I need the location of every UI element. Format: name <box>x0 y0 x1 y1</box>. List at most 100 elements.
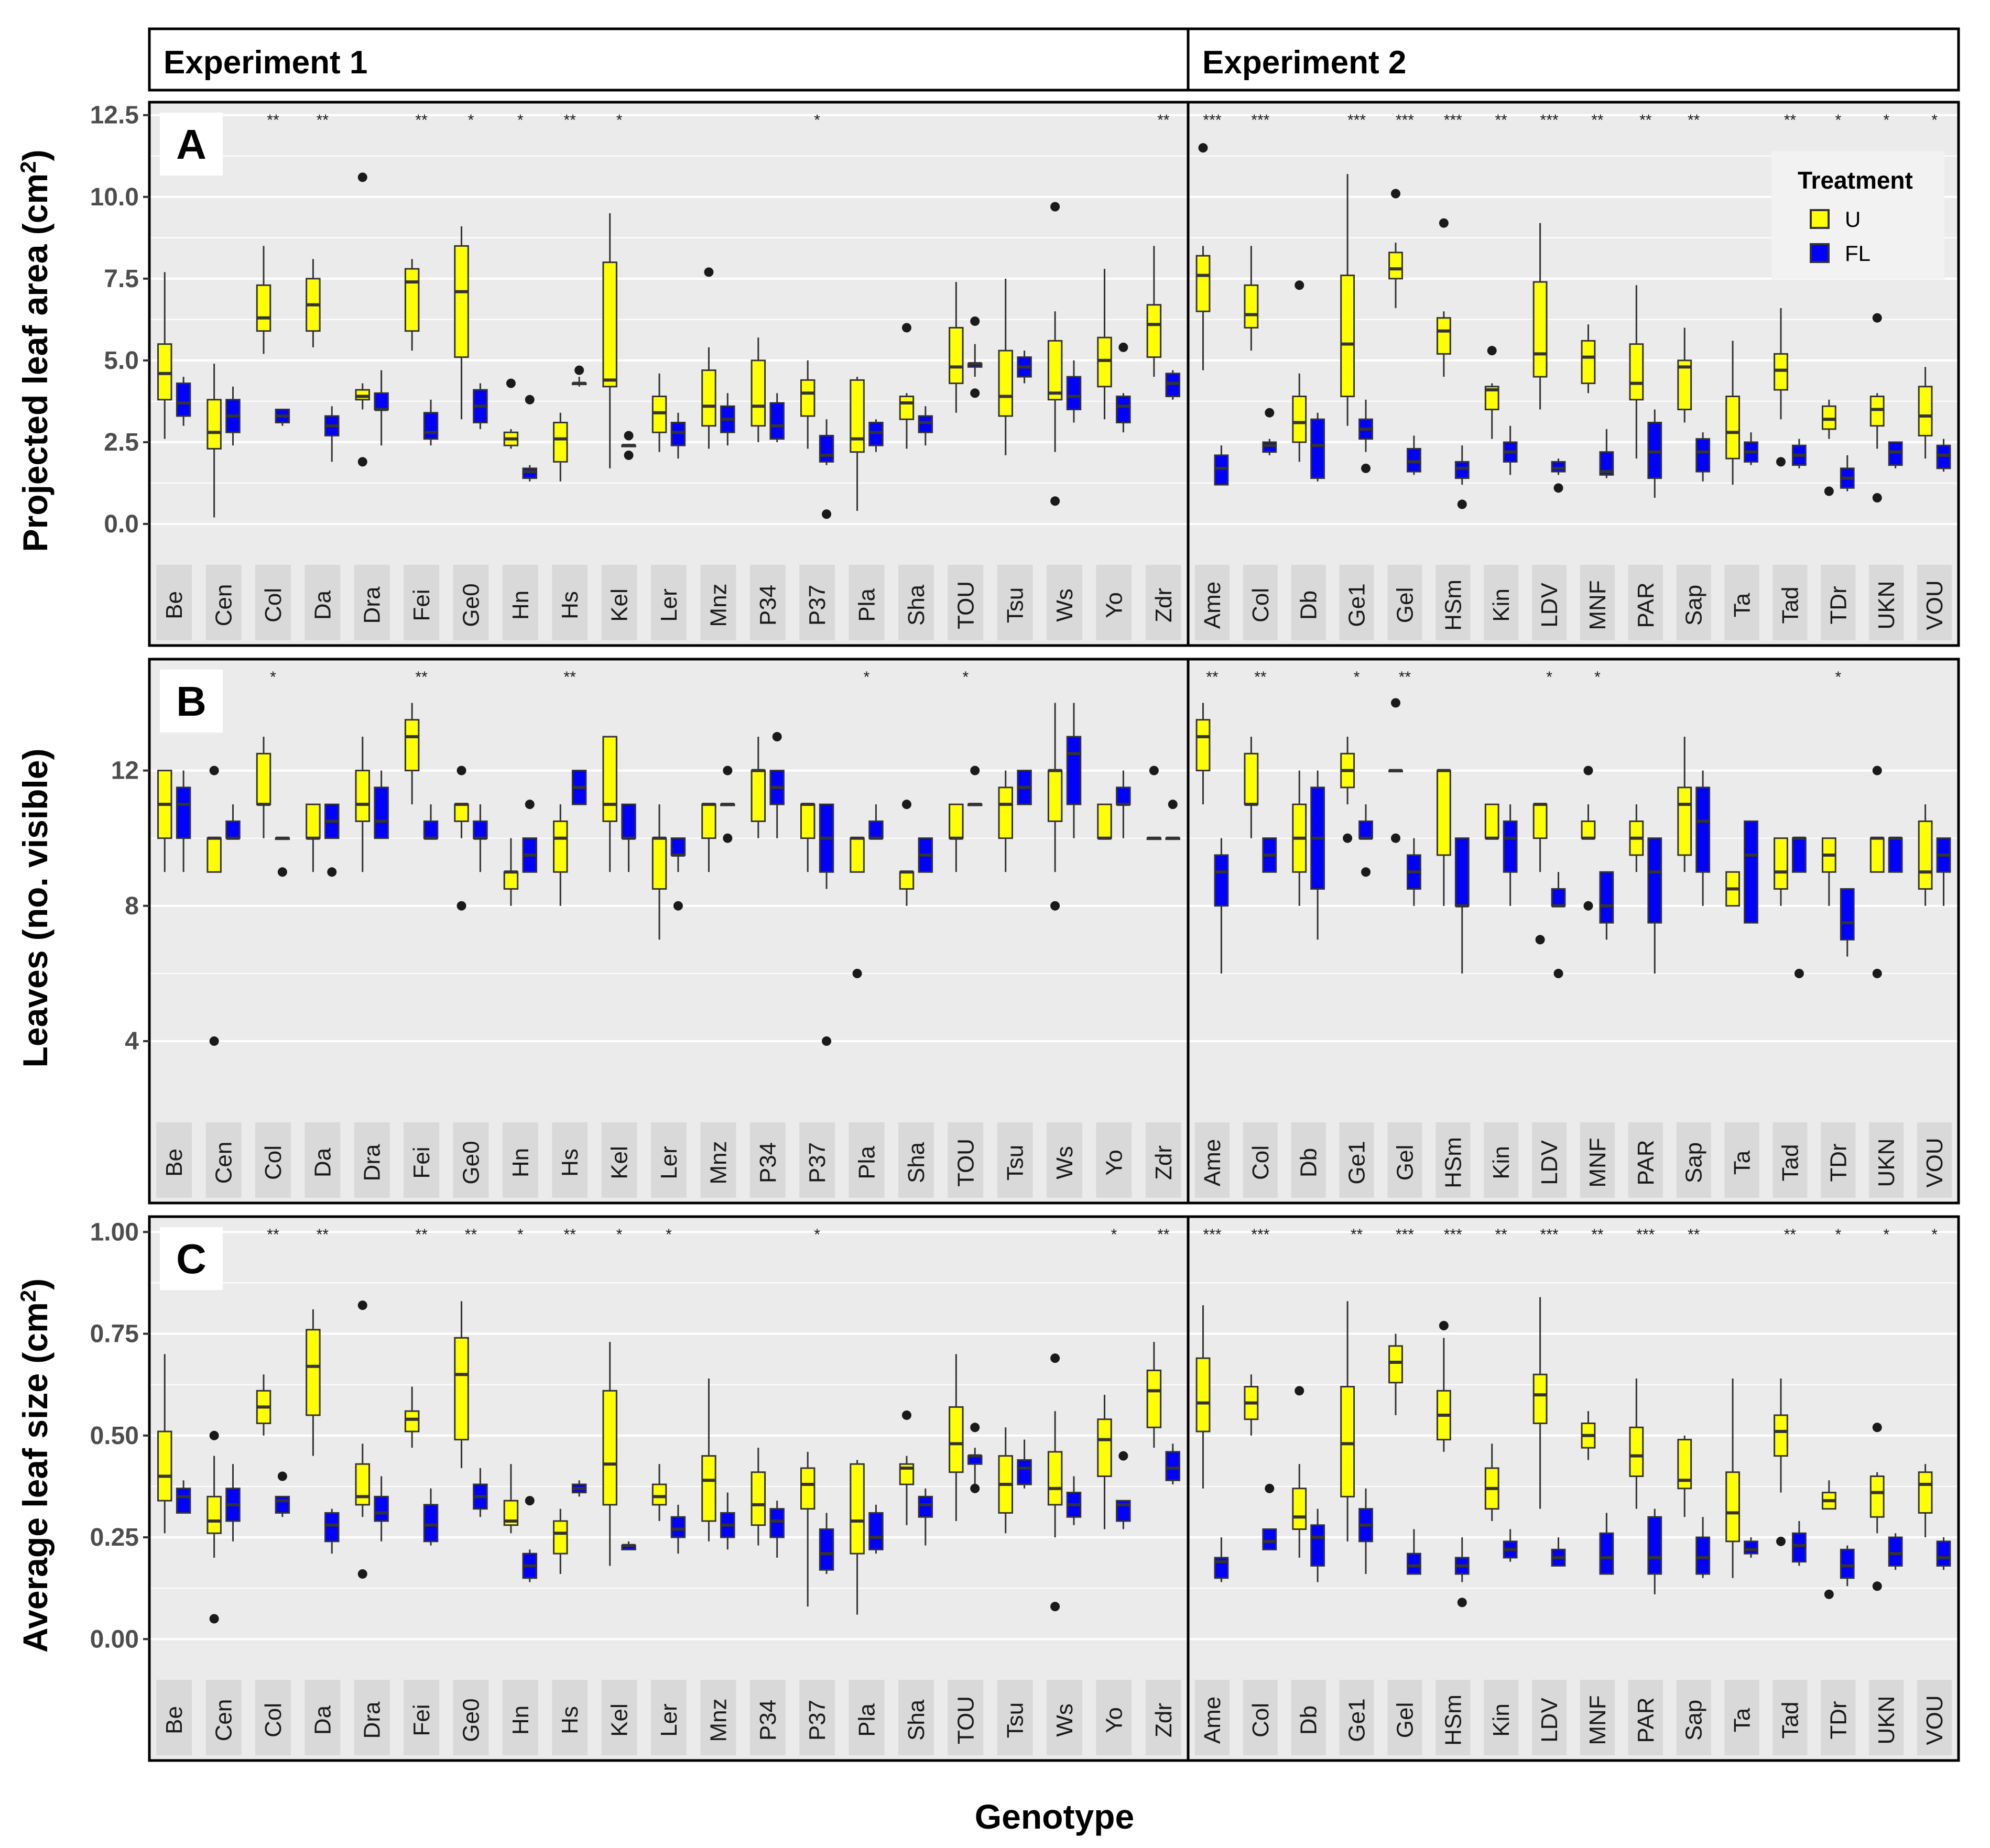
box-u <box>553 804 568 906</box>
box-body <box>306 1329 321 1416</box>
box-body <box>670 421 686 446</box>
genotype-label: Tsu <box>1003 1145 1028 1180</box>
box-fl <box>423 399 439 446</box>
box-u <box>1869 766 1885 978</box>
box-fl <box>1406 435 1421 475</box>
box-u <box>800 1451 815 1607</box>
outlier-point <box>1439 218 1449 228</box>
genotype-label: Dra <box>360 1144 385 1181</box>
genotype-label: Kin <box>1488 1703 1514 1737</box>
legend-swatch-u <box>1810 209 1830 229</box>
significance-label: ** <box>564 669 577 686</box>
box-fl <box>868 419 884 452</box>
genotype-strip <box>552 1680 588 1755</box>
genotype-label: Ta <box>1730 1150 1755 1175</box>
genotype-strip <box>1484 1122 1519 1198</box>
genotype-strip <box>1724 565 1759 640</box>
outlier-point <box>723 833 733 843</box>
box-body <box>1454 837 1470 907</box>
box-u <box>998 1427 1013 1534</box>
panel-a: Be Cen Col**Da**Dra Fei**Ge0*Hn*Hs**Kel*Ler… <box>16 101 1960 647</box>
box-body <box>1791 837 1807 873</box>
panel-letter: C <box>176 1235 206 1282</box>
y-tick-label: 0.50 <box>90 1422 139 1450</box>
genotype-group: Ge0 * <box>453 112 489 640</box>
significance-label: * <box>1931 1226 1938 1243</box>
genotype-strip <box>749 1122 786 1198</box>
genotype-strip <box>1047 1122 1083 1198</box>
box-body <box>1310 418 1325 479</box>
box-body <box>553 1520 568 1555</box>
genotype-group: Tad ** <box>1772 112 1808 640</box>
outlier-point <box>209 1036 219 1046</box>
box-fl <box>1647 837 1662 974</box>
genotype-group: Tsu <box>997 278 1033 640</box>
box-fl <box>571 770 587 805</box>
genotype-label: Kel <box>607 1146 633 1179</box>
box-body <box>423 820 439 839</box>
outlier-point <box>456 901 466 911</box>
box-u <box>1047 703 1063 911</box>
genotype-label: Sap <box>1681 1142 1707 1183</box>
genotype-strip <box>948 1122 984 1198</box>
box-fl <box>1358 1488 1373 1574</box>
box-u <box>751 737 766 838</box>
legend: Treatment U FL <box>1771 151 1944 279</box>
significance-label: ** <box>415 112 428 129</box>
genotype-group: Hn <box>502 800 538 1198</box>
box-body <box>1532 1373 1548 1424</box>
box-u <box>651 373 667 452</box>
box-body <box>651 837 667 890</box>
box-u <box>800 803 815 872</box>
box-body <box>1888 441 1903 466</box>
box-fl <box>1840 888 1855 957</box>
outlier-point <box>525 395 535 404</box>
outlier-point <box>1457 1598 1467 1608</box>
genotype-label: UKN <box>1874 581 1899 630</box>
genotype-strip <box>1628 1122 1663 1198</box>
box-body <box>1146 1369 1162 1428</box>
genotype-strip <box>502 1680 538 1755</box>
genotype-strip <box>1676 565 1711 640</box>
genotype-strip <box>1194 565 1230 640</box>
genotype-group: VOU * <box>1917 1226 1952 1755</box>
box-body <box>1066 376 1082 411</box>
box-body <box>1695 1536 1711 1575</box>
box-u <box>1725 1379 1741 1578</box>
genotype-group: Ws <box>1047 1353 1083 1755</box>
genotype-strip <box>1145 1680 1181 1755</box>
box-fl <box>1406 838 1421 906</box>
box-body <box>1262 441 1277 453</box>
genotype-strip <box>1096 565 1132 640</box>
box-u <box>1436 769 1451 906</box>
genotype-strip <box>601 1122 637 1198</box>
box-fl <box>1358 399 1373 473</box>
box-body <box>868 820 884 839</box>
genotype-label: Ws <box>1052 1703 1078 1737</box>
significance-label: ** <box>564 112 577 129</box>
box-u <box>1436 1321 1451 1452</box>
box-fl <box>1888 1533 1903 1570</box>
genotype-group: HSm *** <box>1436 112 1471 640</box>
box-u <box>1047 1353 1063 1612</box>
y-tick-label: 0.75 <box>90 1320 139 1348</box>
significance-label: ** <box>1784 1226 1797 1243</box>
genotype-label: Pla <box>854 588 880 622</box>
box-fl <box>819 1513 834 1574</box>
genotype-label: Col <box>260 588 286 622</box>
outlier-point <box>1390 833 1400 843</box>
box-u <box>1774 308 1788 467</box>
box-u <box>1774 837 1788 906</box>
y-axis-title: Projected leaf area (cm2) <box>16 149 55 552</box>
genotype-label: Dra <box>360 1701 385 1738</box>
significance-label: *** <box>1251 1226 1269 1243</box>
box-u <box>1677 737 1692 872</box>
box-body <box>1774 1414 1788 1457</box>
box-u <box>404 703 420 805</box>
significance-label: ** <box>267 1226 279 1243</box>
significance-label: ** <box>1206 669 1219 686</box>
box-u <box>355 172 371 467</box>
genotype-strip <box>404 1680 440 1755</box>
box-fl <box>967 1423 983 1493</box>
box-fl <box>670 1504 686 1554</box>
